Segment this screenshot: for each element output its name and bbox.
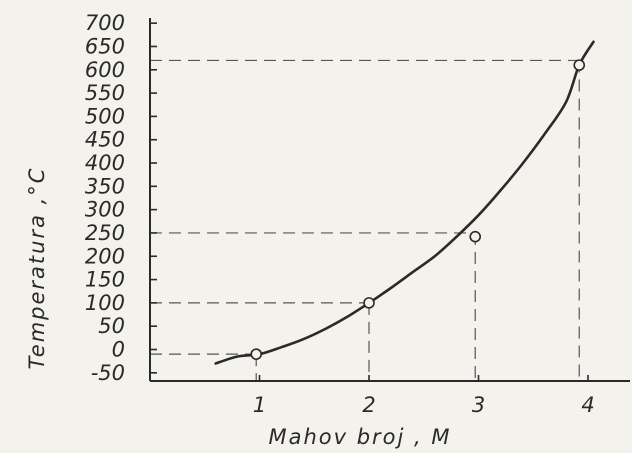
- axes: [149, 18, 630, 382]
- y-tick-label: -50: [91, 361, 125, 385]
- y-tick-label: 100: [85, 291, 125, 315]
- y-tick-label: 150: [85, 268, 125, 292]
- y-tick-label: 450: [85, 128, 125, 152]
- y-tick-label: 200: [85, 244, 125, 268]
- data-point-marker: [250, 348, 263, 360]
- y-tick-label: 400: [85, 151, 125, 175]
- x-ticks: 1 2 3 4: [253, 375, 595, 417]
- x-tick-label: 4: [581, 393, 594, 417]
- y-tick-label: 650: [85, 34, 125, 58]
- y-ticks: -500501001502002503003504004505005506006…: [85, 11, 157, 385]
- y-tick-label: 350: [85, 174, 125, 198]
- y-tick-label: 300: [85, 198, 125, 222]
- reference-lines: [150, 59, 580, 381]
- data-point-marker: [573, 59, 586, 71]
- series-line: [214, 40, 595, 365]
- x-axis-title: Mahov broj , M: [268, 425, 451, 449]
- series: [214, 40, 595, 365]
- x-tick-label: 1: [253, 393, 266, 417]
- y-tick-label: 250: [85, 221, 125, 245]
- x-tick-label: 3: [472, 393, 485, 417]
- y-tick-label: 700: [85, 11, 125, 35]
- data-point-marker: [469, 230, 482, 243]
- y-tick-label: 50: [98, 314, 125, 338]
- y-axis-title: Temperatura ,°C: [25, 167, 49, 370]
- data-point-marker: [363, 297, 375, 309]
- y-tick-label: 600: [85, 58, 125, 82]
- markers: [250, 59, 586, 360]
- x-tick-label: 2: [362, 393, 375, 417]
- y-tick-label: 550: [85, 81, 125, 105]
- y-tick-label: 0: [112, 338, 125, 362]
- y-tick-label: 500: [85, 104, 125, 128]
